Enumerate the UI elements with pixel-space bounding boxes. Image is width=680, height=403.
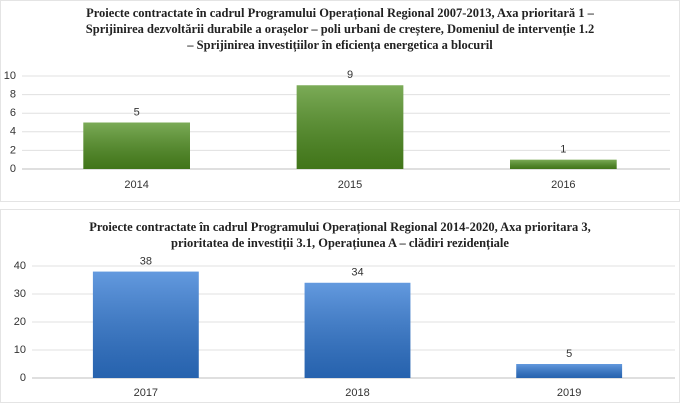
- x-tick-label: 2018: [345, 387, 369, 399]
- chart-title: prioritatea de investiții 3.1, Operațiun…: [171, 236, 509, 251]
- bar-shade: [296, 85, 404, 169]
- y-tick-label: 30: [14, 288, 26, 300]
- x-tick-label: 2015: [338, 179, 362, 191]
- y-tick-label: 40: [14, 260, 26, 272]
- y-tick-label: 0: [20, 372, 26, 384]
- data-label: 5: [134, 106, 140, 118]
- x-tick-label: 2017: [134, 387, 158, 399]
- bar-shade: [510, 159, 617, 169]
- x-tick-label: 2016: [551, 179, 575, 191]
- data-label: 5: [566, 348, 572, 360]
- chart-title: Proiecte contractate în cadrul Programul…: [89, 220, 591, 235]
- y-tick-label: 6: [10, 107, 16, 119]
- x-tick-label: 2019: [557, 387, 581, 399]
- data-label: 1: [560, 144, 566, 156]
- chart-title: Sprijinirea dezvoltării durabile a orașe…: [86, 22, 594, 37]
- bar-shade: [304, 282, 411, 378]
- chart-title: – Sprijinirea investițiilor în eficiența…: [186, 38, 493, 53]
- data-label: 34: [351, 267, 363, 279]
- data-label: 9: [347, 69, 353, 81]
- y-tick-label: 0: [10, 163, 16, 175]
- y-tick-label: 2: [10, 144, 16, 156]
- y-tick-label: 10: [4, 70, 16, 82]
- bar-shade: [83, 122, 190, 169]
- y-tick-label: 8: [10, 89, 16, 101]
- bar-shade: [516, 364, 623, 378]
- chart-title: Proiecte contractate în cadrul Programul…: [86, 6, 595, 21]
- y-tick-label: 10: [14, 344, 26, 356]
- x-tick-label: 2014: [124, 179, 148, 191]
- bar-shade: [92, 271, 199, 378]
- y-tick-label: 4: [10, 126, 16, 138]
- data-label: 38: [140, 256, 152, 268]
- y-tick-label: 20: [14, 316, 26, 328]
